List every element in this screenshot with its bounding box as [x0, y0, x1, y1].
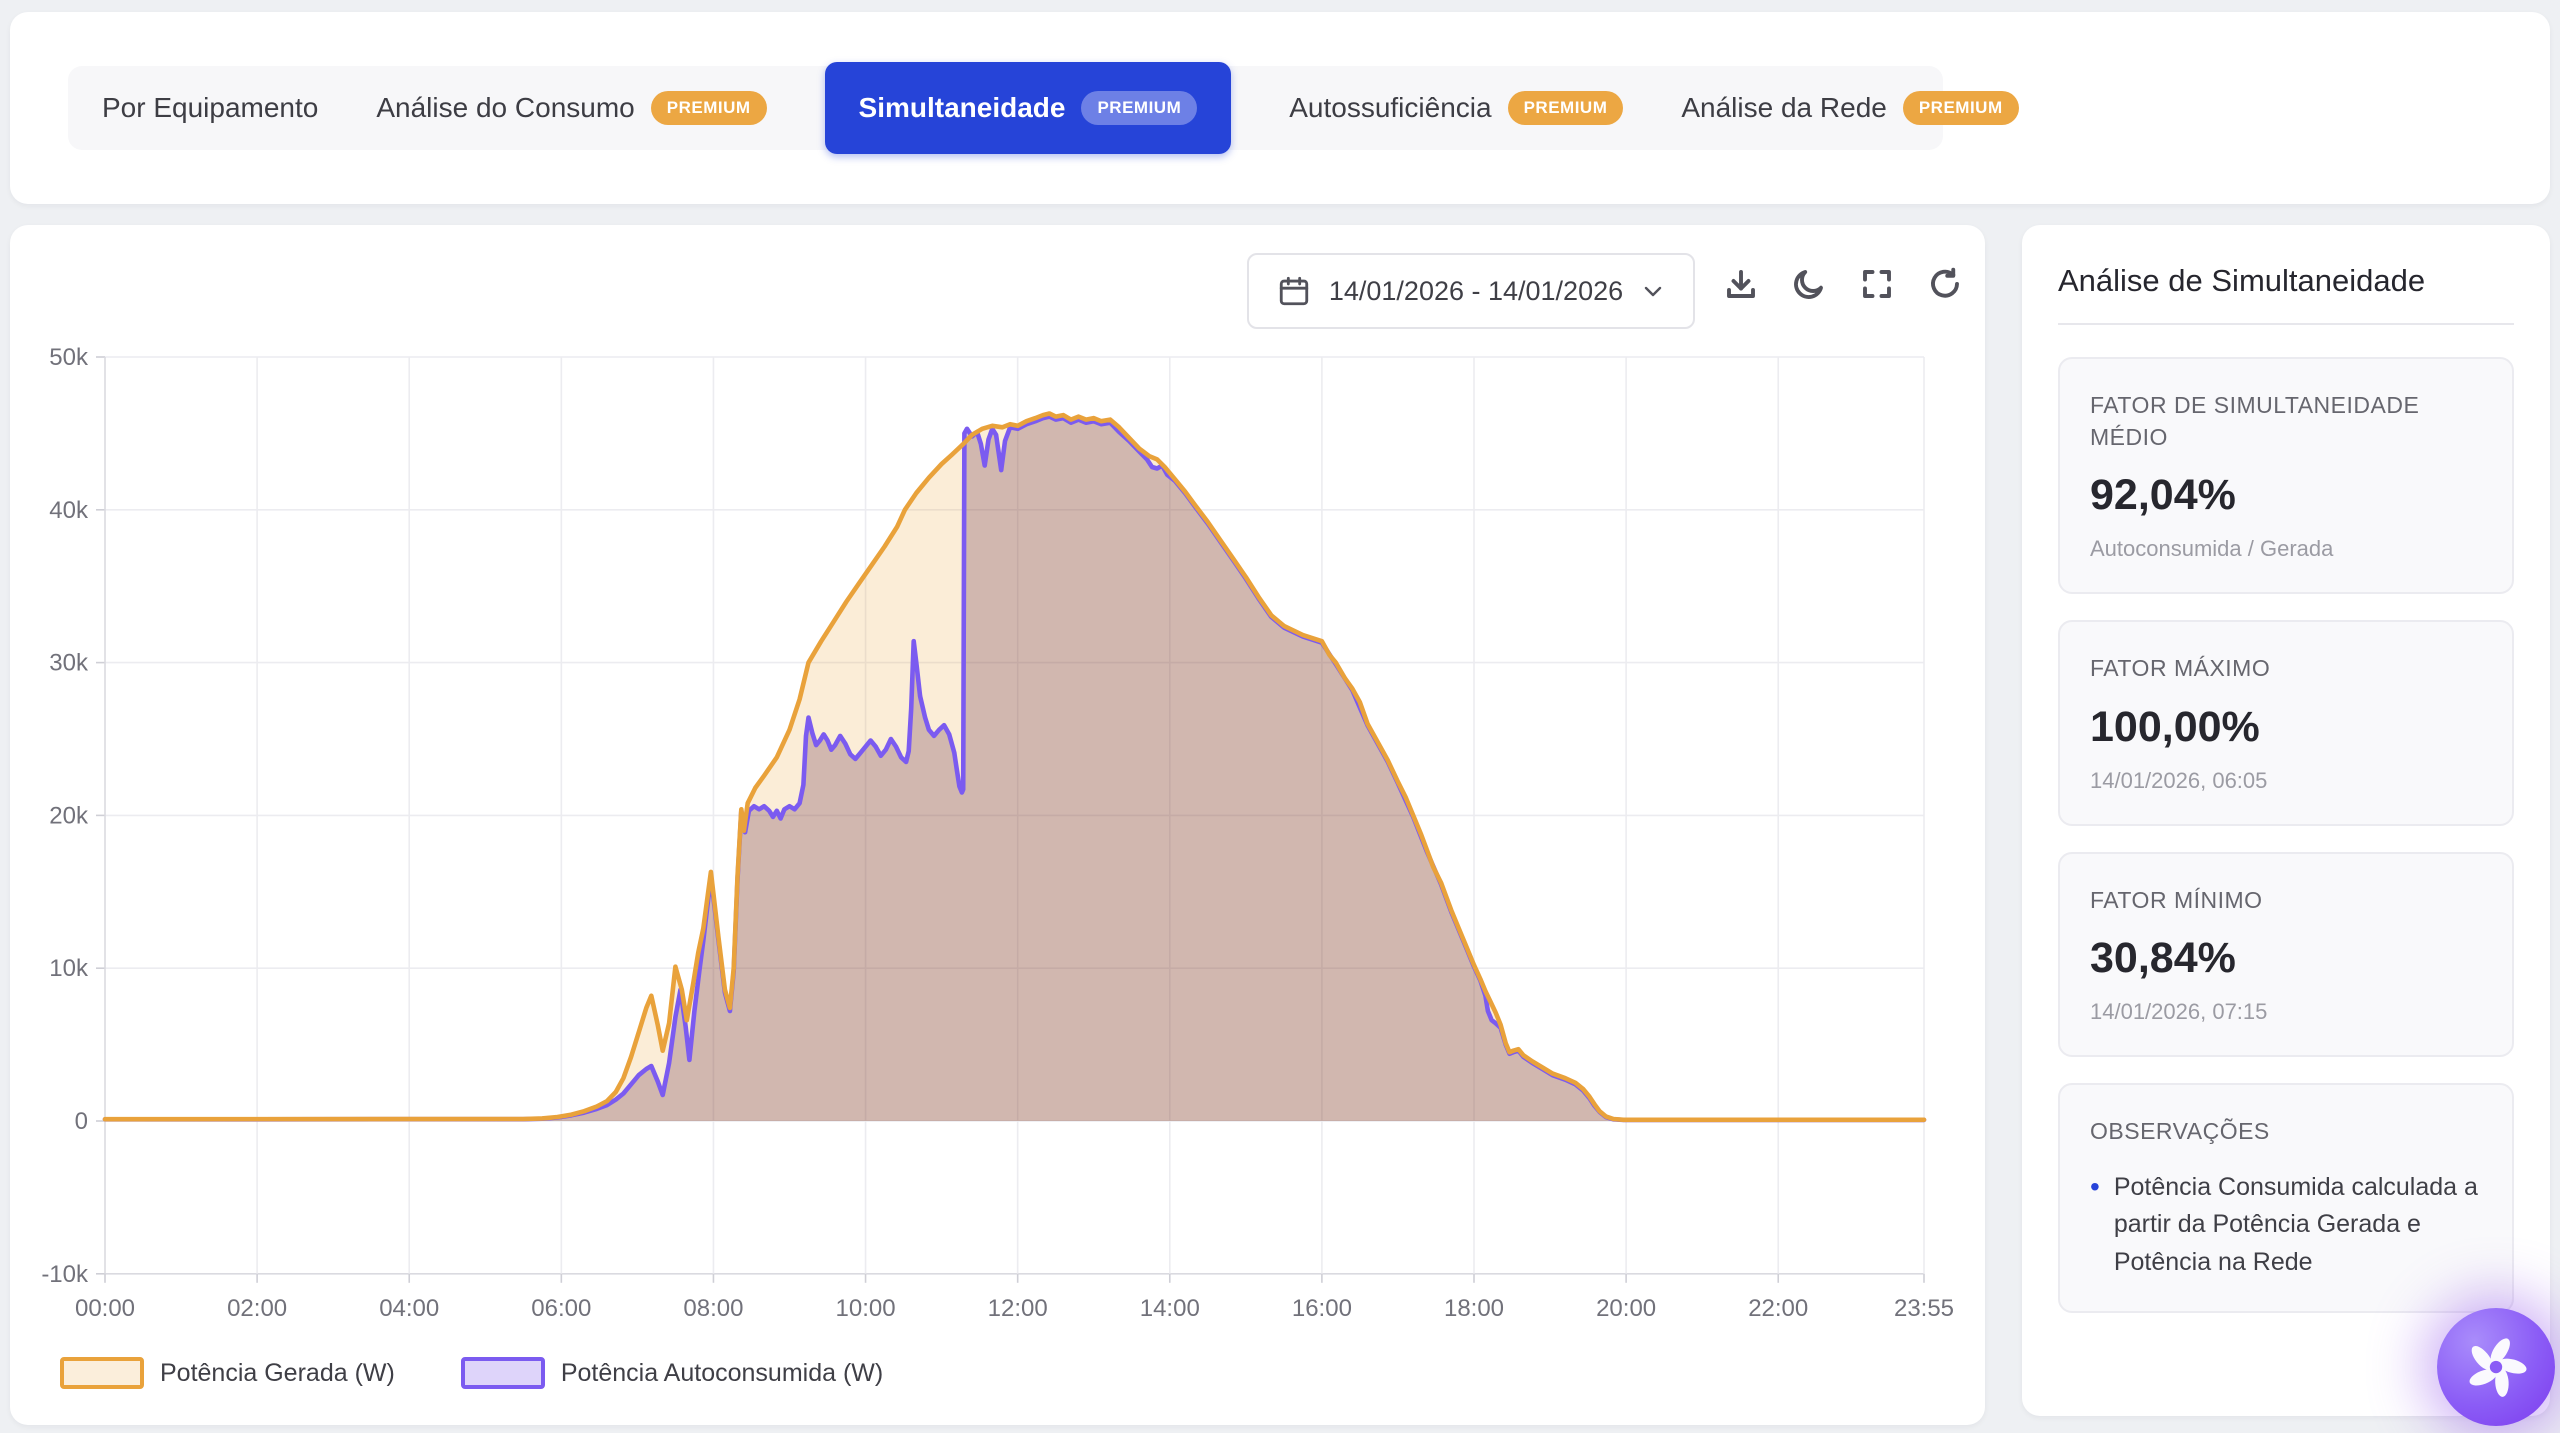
stat-label: OBSERVAÇÕES — [2090, 1117, 2270, 1144]
stat-label: FATOR MÍNIMO — [2090, 886, 2263, 913]
stat-sub: 14/01/2026, 06:05 — [2090, 767, 2268, 793]
tab-autossuficiencia[interactable]: Autossuficiência PREMIUM — [1289, 66, 1624, 150]
tab-simultaneidade[interactable]: Simultaneidade PREMIUM — [824, 62, 1232, 154]
fullscreen-icon — [1863, 270, 1891, 298]
refresh-icon — [1931, 267, 1959, 298]
svg-text:02:00: 02:00 — [227, 1295, 287, 1322]
premium-badge: PREMIUM — [1507, 91, 1624, 125]
svg-text:20:00: 20:00 — [1596, 1295, 1656, 1322]
stat-value: 92,04% — [2090, 471, 2236, 520]
svg-text:04:00: 04:00 — [379, 1295, 439, 1322]
chevron-down-icon — [1644, 286, 1662, 297]
stat-label: FATOR MÁXIMO — [2090, 655, 2271, 682]
analysis-panel: Análise de Simultaneidade FATOR DE SIMUL… — [2022, 225, 2550, 1416]
svg-text:23:55: 23:55 — [1894, 1295, 1954, 1322]
download-button[interactable] — [1722, 265, 1760, 303]
chart-toolbar — [1722, 265, 1964, 303]
stat-label: FATOR DE SIMULTANEIDADE MÉDIO — [2090, 392, 2420, 451]
stat-sub: Autoconsumida / Gerada — [2090, 536, 2334, 562]
legend-swatch-autoconsumida — [460, 1357, 545, 1389]
stat-value: 100,00% — [2090, 702, 2260, 751]
bullet-dot: • — [2090, 1170, 2100, 1202]
stat-sub: 14/01/2026, 07:15 — [2090, 998, 2268, 1024]
legend-label: Potência Gerada (W) — [160, 1358, 395, 1387]
tab-por-equipamento[interactable]: Por Equipamento — [102, 66, 318, 150]
svg-text:18:00: 18:00 — [1444, 1295, 1504, 1322]
fullscreen-button[interactable] — [1858, 265, 1896, 303]
tab-label: Simultaneidade — [858, 92, 1066, 123]
tab-label: Autossuficiência — [1289, 92, 1492, 123]
divider — [2058, 323, 2514, 325]
observations-card: OBSERVAÇÕES • Potência Consumida calcula… — [2058, 1082, 2514, 1314]
assistant-fab[interactable] — [2437, 1308, 2555, 1426]
stat-card-fator-maximo: FATOR MÁXIMO 100,00% 14/01/2026, 06:05 — [2058, 620, 2514, 826]
date-range-picker[interactable]: 14/01/2026 - 14/01/2026 — [1247, 253, 1695, 329]
svg-text:10k: 10k — [49, 955, 89, 982]
theme-toggle-button[interactable] — [1790, 265, 1828, 303]
tab-label: Análise da Rede — [1681, 92, 1887, 123]
premium-badge: PREMIUM — [1902, 91, 2019, 125]
calendar-icon — [1279, 276, 1309, 306]
tab-analise-do-consumo[interactable]: Análise do Consumo PREMIUM — [376, 66, 767, 150]
svg-text:14:00: 14:00 — [1140, 1295, 1200, 1322]
tab-analise-da-rede[interactable]: Análise da Rede PREMIUM — [1681, 66, 2019, 150]
premium-badge: PREMIUM — [1081, 91, 1198, 125]
legend-item-gerada[interactable]: Potência Gerada (W) — [60, 1357, 395, 1389]
svg-text:12:00: 12:00 — [988, 1295, 1048, 1322]
tab-label: Análise do Consumo — [376, 92, 635, 123]
premium-badge: PREMIUM — [650, 91, 767, 125]
svg-text:40k: 40k — [49, 497, 89, 524]
tabs-bar: Por Equipamento Análise do Consumo PREMI… — [10, 12, 2550, 204]
flower-icon — [2469, 1338, 2527, 1397]
tab-strip: Por Equipamento Análise do Consumo PREMI… — [68, 62, 2019, 154]
stat-card-fator-minimo: FATOR MÍNIMO 30,84% 14/01/2026, 07:15 — [2058, 851, 2514, 1057]
svg-text:20k: 20k — [49, 802, 89, 829]
stat-value: 30,84% — [2090, 933, 2236, 982]
svg-text:30k: 30k — [49, 650, 89, 677]
svg-text:00:00: 00:00 — [75, 1295, 135, 1322]
svg-text:06:00: 06:00 — [531, 1295, 591, 1322]
svg-text:10:00: 10:00 — [836, 1295, 896, 1322]
panel-title: Análise de Simultaneidade — [2058, 263, 2426, 298]
svg-text:16:00: 16:00 — [1292, 1295, 1352, 1322]
tab-label: Por Equipamento — [102, 92, 319, 123]
stat-card-fator-medio: FATOR DE SIMULTANEIDADE MÉDIO 92,04% Aut… — [2058, 357, 2514, 595]
svg-text:08:00: 08:00 — [683, 1295, 743, 1322]
legend-swatch-gerada — [60, 1357, 144, 1389]
date-range-value: 14/01/2026 - 14/01/2026 — [1328, 275, 1624, 306]
refresh-button[interactable] — [1926, 265, 1964, 303]
simultaneity-chart: -10k 0 10k 20k 30k 40k 50k 00:00 02:00 04:00 06:00… — [41, 344, 1954, 1322]
chart-legend: Potência Gerada (W) Potência Autoconsumi… — [60, 1357, 883, 1389]
svg-text:-10k: -10k — [41, 1261, 89, 1288]
svg-text:22:00: 22:00 — [1748, 1295, 1808, 1322]
download-icon — [1727, 270, 1755, 298]
svg-text:0: 0 — [75, 1108, 88, 1135]
chart-card: -10k 0 10k 20k 30k 40k 50k 00:00 02:00 04:00 06:00… — [10, 225, 1985, 1425]
svg-text:50k: 50k — [49, 344, 89, 371]
legend-item-autoconsumida[interactable]: Potência Autoconsumida (W) — [460, 1357, 884, 1389]
moon-icon — [1794, 270, 1823, 299]
observation-text: Potência Consumida calculada a partir da… — [2113, 1172, 2478, 1276]
legend-label: Potência Autoconsumida (W) — [560, 1358, 884, 1387]
